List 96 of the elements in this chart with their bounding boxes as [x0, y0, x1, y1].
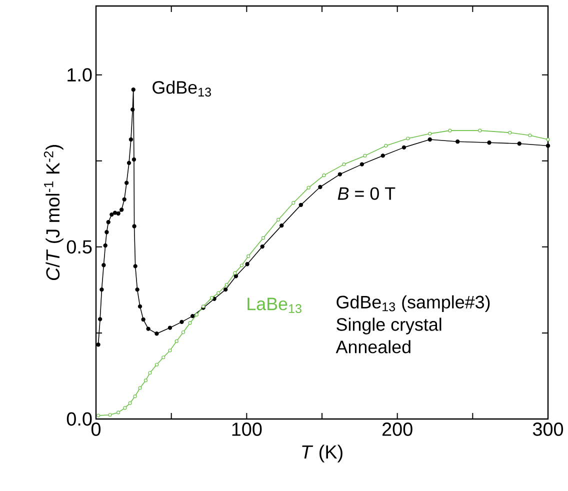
point [190, 314, 195, 318]
point [528, 134, 532, 138]
point [146, 326, 150, 331]
y-tick-label: 0.5 [66, 240, 92, 254]
point [406, 136, 410, 140]
point [131, 88, 136, 92]
point [132, 224, 136, 228]
point [133, 264, 138, 268]
point [112, 210, 118, 215]
point [174, 339, 178, 343]
point [216, 291, 220, 295]
point [132, 157, 136, 162]
point [298, 202, 304, 208]
point [104, 230, 109, 234]
x-tick-label: 200 [382, 422, 412, 436]
point [144, 378, 148, 382]
x-tick-label: 0 [91, 422, 101, 436]
point [280, 223, 284, 228]
annotation: GdBe$_{13}$ (sample#3) [336, 295, 490, 312]
point [128, 401, 132, 405]
annotation: Single crystal [336, 318, 442, 334]
point [546, 144, 550, 148]
point [318, 184, 322, 190]
point [478, 128, 482, 132]
annotation: B = 0 T [338, 187, 396, 200]
point [116, 211, 120, 216]
point [363, 154, 367, 158]
point [338, 172, 342, 176]
point [154, 362, 159, 366]
point [306, 186, 310, 190]
point [246, 254, 250, 258]
point [130, 107, 135, 112]
point [508, 130, 512, 134]
point [245, 262, 250, 266]
point [98, 317, 102, 322]
point [138, 386, 142, 390]
point [384, 144, 388, 148]
point [126, 160, 132, 166]
point [100, 287, 104, 292]
point [223, 287, 228, 292]
point [240, 264, 244, 268]
point [260, 244, 264, 249]
point [517, 142, 522, 146]
point [224, 282, 228, 287]
point [122, 197, 126, 202]
point [123, 406, 127, 410]
point [162, 356, 166, 360]
point [234, 274, 238, 278]
point [168, 348, 172, 352]
y-tick-label: 0.0 [66, 412, 92, 426]
point [133, 394, 137, 398]
point [148, 371, 152, 375]
point [456, 139, 460, 144]
point [194, 312, 198, 316]
point [428, 132, 432, 136]
point [448, 128, 452, 132]
x-tick-label: 100 [232, 422, 262, 436]
y-axis-title: C/T (J mol$^{-1}$ K$^{-2}$) [44, 145, 64, 280]
point [96, 414, 100, 418]
point [168, 326, 172, 330]
series-label: LaBe$_{13}$ [248, 298, 302, 314]
point [181, 330, 186, 334]
point [141, 317, 146, 322]
point [188, 321, 192, 325]
point [124, 180, 129, 185]
x-axis-title: T (K) [302, 444, 342, 462]
x-tick-label: 300 [532, 422, 564, 436]
point [342, 162, 346, 166]
point [292, 201, 296, 205]
point [380, 154, 385, 158]
point [138, 304, 142, 309]
point [180, 320, 184, 324]
point [110, 212, 114, 217]
point [154, 332, 159, 336]
point [261, 236, 266, 240]
point [116, 410, 120, 414]
point [108, 413, 112, 417]
point [210, 296, 214, 300]
point [233, 271, 237, 275]
point [96, 342, 100, 347]
y-tick-label: 1.0 [68, 68, 92, 82]
point [360, 162, 364, 166]
point [276, 218, 280, 222]
point [106, 220, 110, 224]
point [322, 174, 326, 178]
point [546, 138, 550, 142]
point [428, 137, 432, 142]
series-label: GdBe$_{13}$ [152, 80, 211, 97]
point [487, 140, 492, 145]
point [135, 287, 140, 292]
point [103, 243, 108, 248]
point [120, 208, 124, 212]
point [128, 137, 134, 142]
annotation: Annealed [336, 340, 410, 354]
point [102, 263, 106, 268]
point [402, 145, 406, 150]
